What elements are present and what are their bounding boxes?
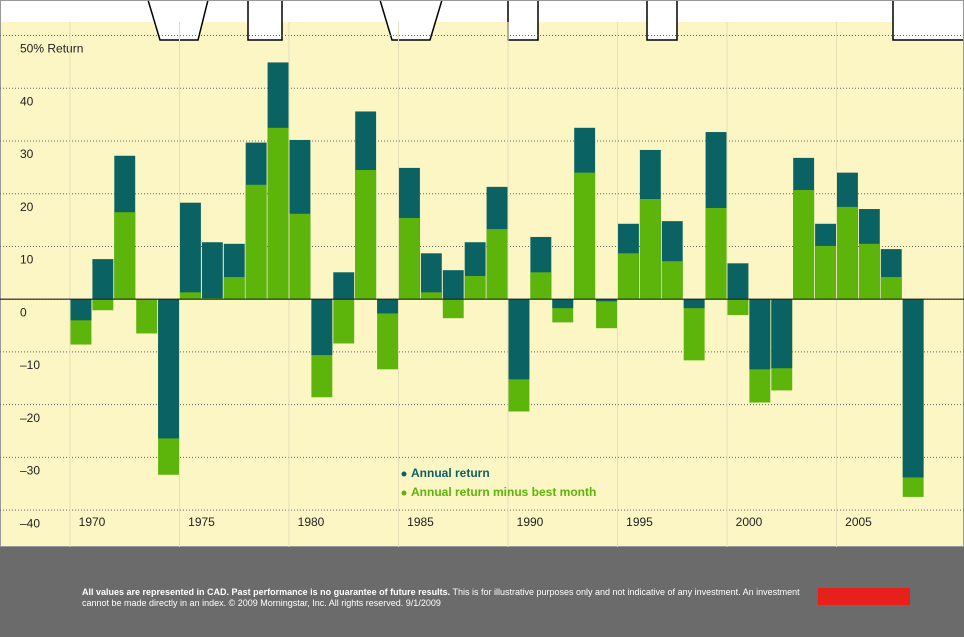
bar (727, 263, 749, 300)
bar (420, 292, 442, 300)
x-tick-label: 1980 (298, 515, 325, 529)
bar (793, 190, 815, 300)
bar (618, 253, 639, 300)
bar (420, 253, 442, 300)
bar (858, 243, 880, 300)
y-tick-label: –10 (20, 358, 40, 372)
y-tick-label: 30 (20, 147, 34, 161)
bar (902, 299, 924, 478)
bar (442, 270, 464, 300)
bar (267, 127, 289, 300)
bar (180, 292, 201, 300)
bar (355, 170, 377, 300)
chart: 50% Return 40 30 20 10 0 –10 –20 –30 –40 1970 1975 1… (0, 0, 964, 547)
bar (180, 202, 201, 300)
x-tick-label: 1990 (517, 515, 544, 529)
bar (880, 277, 902, 300)
bar (377, 299, 398, 314)
disclaimer-text: This is for illustrative purposes only a… (82, 587, 800, 608)
bar (114, 212, 136, 300)
bar (815, 245, 836, 300)
footer: All values are represented in CAD. Past … (0, 547, 964, 637)
y-tick-label: 40 (20, 94, 34, 108)
bar (596, 299, 617, 329)
x-tick-label: 1970 (79, 515, 106, 529)
bar (245, 184, 267, 300)
legend-dot (401, 490, 407, 496)
y-tick-label: –30 (20, 464, 40, 478)
bar (705, 207, 727, 300)
y-tick-label: 50% Return (20, 42, 83, 56)
x-tick-label: 1985 (407, 515, 434, 529)
y-tick-label: –20 (20, 411, 40, 425)
y-tick-label: 0 (20, 305, 27, 319)
bar (683, 299, 705, 361)
bar (70, 299, 92, 321)
bar (201, 242, 223, 300)
y-tick-label: 20 (20, 200, 34, 214)
legend-dot (401, 471, 407, 477)
bar (399, 217, 420, 300)
bar (377, 299, 398, 370)
bar (749, 299, 771, 370)
bar (223, 277, 245, 300)
legend-label: Annual return (411, 466, 490, 480)
disclaimer-bold: All values are represented in CAD. Past … (82, 587, 451, 597)
top-shapes (147, 0, 964, 41)
bar (837, 206, 858, 300)
bar (683, 299, 705, 309)
x-tick-label: 2005 (845, 515, 872, 529)
x-tick-label: 1995 (626, 515, 653, 529)
bar (661, 261, 683, 300)
bar (333, 272, 355, 300)
bar (92, 259, 114, 300)
bar (442, 299, 464, 319)
bar (574, 172, 596, 300)
y-tick-label: –40 (20, 516, 40, 530)
bar (92, 299, 114, 311)
bar (333, 299, 355, 344)
bar (311, 299, 333, 356)
bar (639, 199, 661, 300)
bar (486, 229, 508, 300)
x-tick-label: 1975 (188, 515, 215, 529)
bar (158, 299, 179, 439)
bar (508, 299, 530, 380)
bar (552, 299, 574, 309)
bar (771, 299, 793, 369)
disclaimer: All values are represented in CAD. Past … (82, 587, 802, 609)
bar (727, 299, 749, 315)
x-tick-label: 2000 (736, 515, 763, 529)
top-strip (0, 0, 964, 22)
bar (596, 299, 617, 302)
bar (136, 299, 158, 334)
bar (464, 275, 486, 300)
legend-label: Annual return minus best month (411, 485, 596, 499)
bar (530, 272, 552, 300)
bar (289, 213, 311, 300)
y-tick-label: 10 (20, 253, 34, 267)
logo (818, 588, 910, 605)
